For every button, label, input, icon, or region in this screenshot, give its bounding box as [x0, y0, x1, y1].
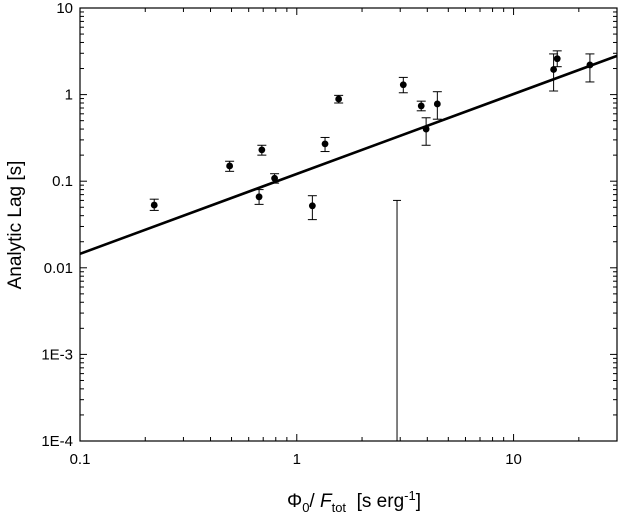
data-point-group — [225, 160, 235, 172]
data-point — [308, 202, 316, 210]
ticks-layer: 0.1 1 10 1E-4 1E-3 0.01 0.1 1 10 — [41, 0, 618, 468]
data-point — [586, 61, 594, 69]
data-point-group — [307, 195, 317, 221]
data-point — [271, 174, 278, 182]
data-point-group — [149, 198, 159, 211]
y-tick-label: 0.01 — [44, 260, 73, 277]
x-axis-title: Φ0/ Ftot [s erg-1] — [287, 488, 421, 515]
fit-line — [79, 54, 618, 256]
y-tick-label: 1 — [65, 87, 73, 104]
data-point-group — [257, 144, 267, 156]
y-tick-label: 0.1 — [52, 173, 73, 190]
data-point-group — [320, 136, 330, 153]
x-axis-f-subscript: tot — [332, 500, 347, 515]
y-axis-title: Analytic Lag [s] — [5, 161, 26, 290]
x-axis-f: F — [320, 491, 333, 512]
data-point — [255, 193, 263, 201]
x-axis-slash: / — [309, 491, 320, 512]
x-axis-units-superscript: -1 — [404, 488, 416, 503]
data-point-group — [398, 76, 408, 94]
data-point — [553, 55, 561, 63]
data-point — [417, 102, 425, 110]
data-point-group — [334, 94, 344, 104]
x-axis-units-close: ] — [416, 491, 421, 512]
data-point-group — [585, 53, 595, 83]
y-tick-label: 10 — [56, 0, 73, 17]
data-point — [321, 140, 329, 148]
data-point-group — [416, 100, 426, 112]
data-point — [335, 95, 343, 103]
x-axis-units: [s erg — [346, 491, 404, 512]
data-point-group — [254, 189, 264, 205]
x-axis-phi-subscript: 0 — [302, 500, 309, 515]
vertical-line-layer — [393, 199, 402, 441]
fit-line-layer — [79, 54, 618, 256]
x-axis-phi: Φ — [287, 491, 302, 512]
data-point-group — [421, 117, 431, 146]
data-point-group — [549, 53, 559, 92]
data-point-group — [552, 50, 562, 68]
x-tick-label: 0.1 — [70, 451, 91, 468]
data-point — [226, 162, 234, 170]
data-point — [258, 146, 266, 154]
y-tick-label: 1E-3 — [41, 346, 73, 363]
data-point — [150, 201, 158, 209]
y-tick-label: 1E-4 — [41, 433, 73, 450]
data-point-group — [432, 91, 442, 120]
data-point — [433, 100, 441, 108]
data-point — [399, 81, 407, 89]
data-points-layer — [149, 50, 595, 221]
data-point-group — [270, 173, 280, 184]
data-point — [422, 125, 430, 133]
x-tick-label: 10 — [505, 451, 522, 468]
plot-frame — [79, 7, 618, 442]
data-point — [550, 66, 558, 73]
x-tick-label: 1 — [293, 451, 301, 468]
